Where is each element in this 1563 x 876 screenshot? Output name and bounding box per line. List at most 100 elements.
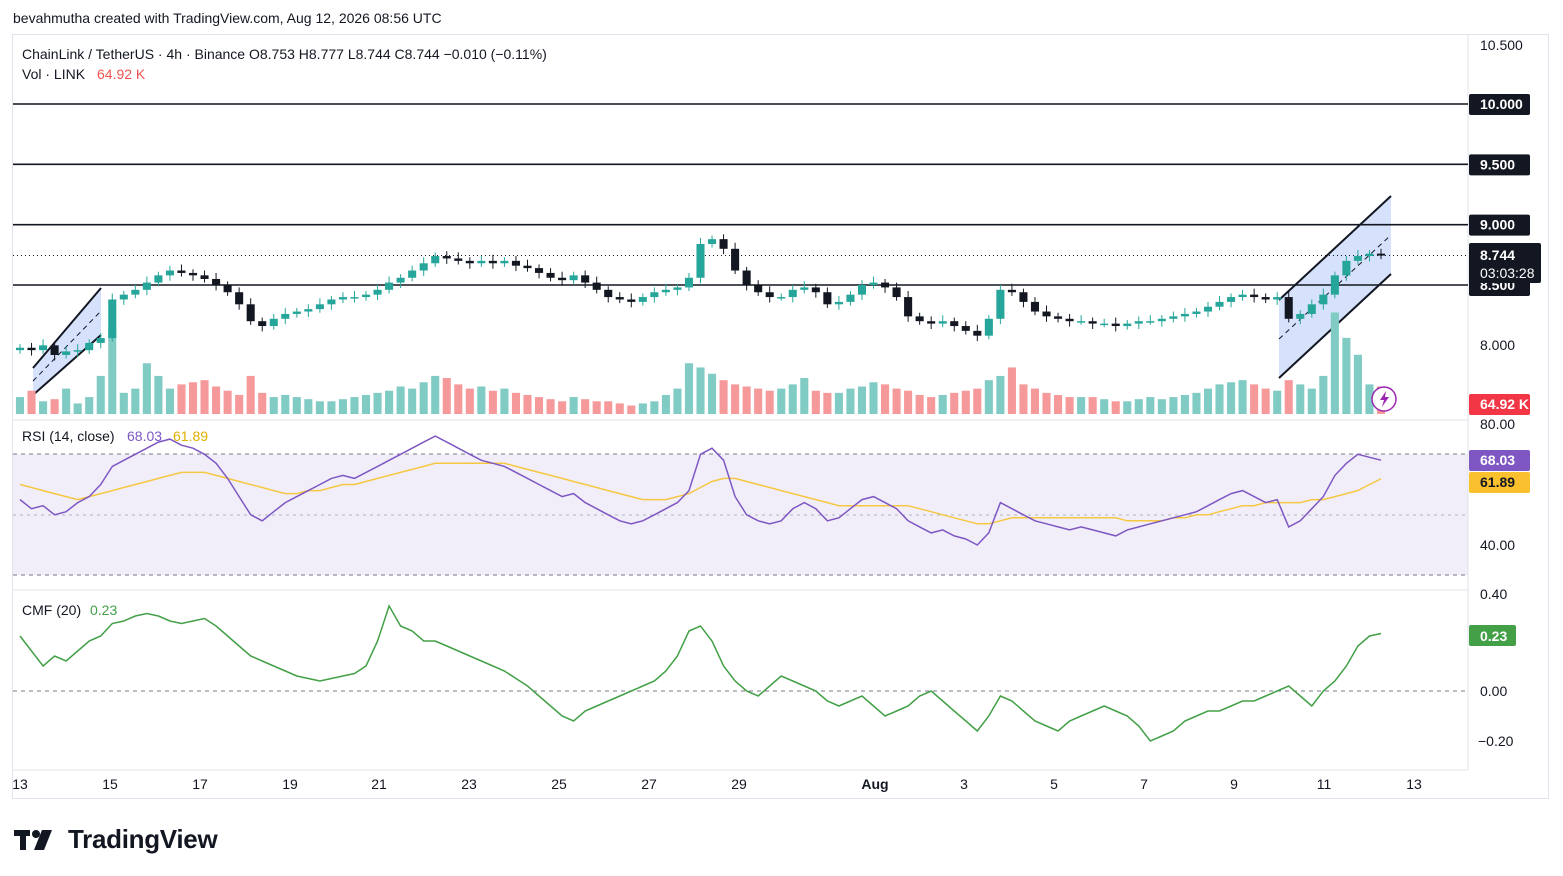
volume-bar bbox=[523, 394, 532, 414]
rsi-tick-label: 40.00 bbox=[1480, 537, 1515, 553]
volume-bar bbox=[904, 390, 913, 414]
time-tick-label: 25 bbox=[551, 776, 567, 792]
volume-bar bbox=[1215, 384, 1224, 414]
cmf-tick-label: 0.00 bbox=[1480, 683, 1507, 699]
candle-body bbox=[1088, 321, 1097, 324]
candle-body bbox=[419, 263, 428, 271]
candle-body bbox=[50, 345, 59, 355]
last-price-label: 8.744 bbox=[1480, 247, 1515, 263]
volume-bar bbox=[927, 397, 936, 414]
rsi-lines bbox=[19, 435, 1382, 546]
volume-bar bbox=[1146, 397, 1155, 414]
channel-left-mid-line bbox=[32, 310, 102, 382]
volume-bar bbox=[777, 388, 786, 414]
candle-body bbox=[904, 297, 913, 317]
volume-bar bbox=[315, 401, 324, 414]
volume-bar bbox=[338, 399, 347, 414]
candle-body bbox=[500, 260, 509, 264]
time-tick-label: 11 bbox=[1317, 776, 1332, 792]
candle-body bbox=[454, 258, 463, 261]
volume-bar bbox=[1134, 399, 1143, 414]
volume-bar bbox=[142, 363, 151, 414]
tradingview-logo[interactable]: TradingView bbox=[14, 824, 218, 855]
candle-body bbox=[638, 297, 647, 302]
volume-bar bbox=[1054, 394, 1063, 414]
volume-bar bbox=[581, 399, 590, 414]
candle-body bbox=[85, 342, 94, 351]
candle-body bbox=[1042, 311, 1051, 317]
level-price-label-bg bbox=[1469, 154, 1530, 176]
candle-body bbox=[1192, 311, 1201, 314]
bar-countdown-label: 03:03:28 bbox=[1480, 265, 1535, 281]
volume-bar bbox=[477, 386, 486, 414]
volume-bar bbox=[188, 382, 198, 414]
volume-bar bbox=[1111, 401, 1120, 414]
candle-body bbox=[938, 321, 947, 324]
volume-bar bbox=[1042, 392, 1051, 414]
candle-body bbox=[408, 270, 417, 278]
candle-body bbox=[927, 321, 936, 324]
candle-body bbox=[200, 275, 209, 279]
volume-bar bbox=[419, 382, 428, 414]
candle-body bbox=[1111, 323, 1120, 327]
candle-body bbox=[292, 311, 301, 314]
candle-body bbox=[511, 260, 520, 266]
candle-body bbox=[615, 297, 624, 300]
volume-bar bbox=[327, 401, 336, 414]
candle-body bbox=[246, 304, 255, 322]
rsi-legend-label: RSI (14, close) bbox=[22, 428, 115, 444]
level-price-label: 10.000 bbox=[1480, 96, 1523, 112]
candle-body bbox=[915, 316, 924, 322]
candle-body bbox=[961, 326, 970, 331]
candle-body bbox=[892, 287, 901, 298]
volume-bar bbox=[442, 378, 451, 414]
volume-bar bbox=[1330, 312, 1339, 414]
volume-bar bbox=[200, 380, 209, 414]
candle-body bbox=[1030, 301, 1040, 312]
bolt-glyph-icon bbox=[1380, 391, 1389, 407]
candle-body bbox=[1307, 304, 1316, 314]
volume-bar bbox=[165, 388, 174, 414]
volume-bar bbox=[96, 375, 105, 414]
volume-bar bbox=[431, 375, 440, 414]
volume-bar bbox=[569, 397, 578, 414]
rsi-line bbox=[19, 435, 1382, 546]
time-tick-label: 13 bbox=[1406, 776, 1422, 792]
time-tick-label: 15 bbox=[102, 776, 118, 792]
volume-bar bbox=[1077, 397, 1086, 414]
volume-bar bbox=[258, 392, 267, 414]
tradingview-mark-icon bbox=[14, 829, 52, 850]
candle-body bbox=[1007, 289, 1016, 293]
horizontal-levels bbox=[13, 103, 1468, 286]
chart-credit-header: bevahmutha created with TradingView.com,… bbox=[13, 10, 442, 26]
volume-bar bbox=[1019, 384, 1028, 414]
candle-body bbox=[235, 292, 244, 305]
price-tick-label: 10.500 bbox=[1480, 37, 1523, 53]
time-tick-label: 21 bbox=[371, 776, 387, 792]
candle-body bbox=[1054, 316, 1063, 319]
candle-body bbox=[1330, 275, 1339, 295]
candle-body bbox=[707, 239, 717, 244]
candle-body bbox=[477, 260, 486, 264]
volume-bar bbox=[385, 390, 394, 414]
candle-body bbox=[361, 294, 371, 298]
candle-body bbox=[177, 270, 186, 273]
time-tick-label: 3 bbox=[960, 776, 968, 792]
volume-bar bbox=[604, 401, 613, 414]
volume-bar bbox=[269, 397, 278, 414]
candle-body bbox=[119, 294, 128, 300]
rsi-legend-value: 68.03 bbox=[127, 428, 162, 444]
volume-bar bbox=[661, 394, 670, 414]
candle-body bbox=[996, 289, 1005, 319]
candle-body bbox=[39, 345, 48, 351]
volume-bar bbox=[361, 394, 371, 414]
volume-bar bbox=[1203, 388, 1213, 414]
candle-body bbox=[281, 313, 290, 319]
candle-body bbox=[777, 297, 786, 299]
candle-body bbox=[165, 270, 174, 276]
cmf-value-label: 0.23 bbox=[1480, 628, 1507, 644]
candle-body bbox=[258, 321, 267, 327]
candle-body bbox=[754, 285, 763, 293]
volume-bar bbox=[707, 373, 717, 414]
